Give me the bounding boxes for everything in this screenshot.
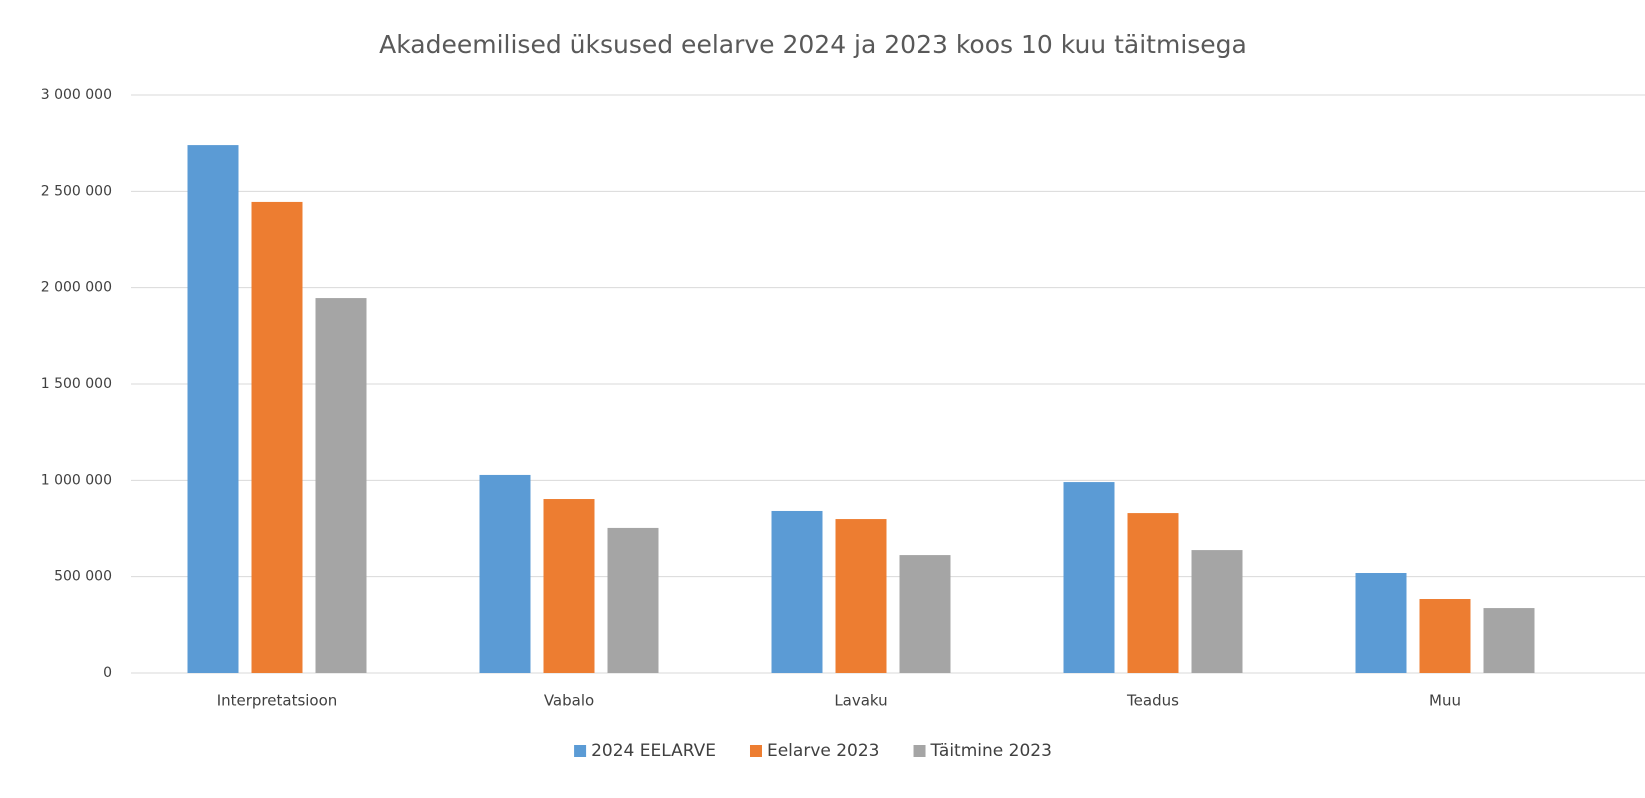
x-tick-label: Interpretatsioon xyxy=(217,692,338,710)
legend-swatch xyxy=(574,745,587,757)
x-tick-label: Teadus xyxy=(1126,692,1179,710)
bar xyxy=(315,298,367,673)
x-tick-label: Vabalo xyxy=(544,692,594,710)
bar xyxy=(187,145,239,674)
bar xyxy=(543,499,595,673)
x-tick-label: Muu xyxy=(1429,692,1461,710)
bar xyxy=(607,527,659,673)
bar xyxy=(1419,599,1471,673)
bar xyxy=(835,519,887,673)
legend-swatch xyxy=(913,745,926,757)
x-tick-label: Lavaku xyxy=(834,692,887,710)
bar xyxy=(771,510,823,673)
bar xyxy=(1355,573,1407,673)
y-tick-label: 0 xyxy=(103,665,112,681)
bar xyxy=(899,555,951,673)
bar xyxy=(1127,513,1179,673)
bar xyxy=(1063,482,1115,673)
y-tick-label: 2 500 000 xyxy=(41,183,112,199)
bar xyxy=(1191,550,1243,673)
y-tick-label: 3 000 000 xyxy=(41,87,112,103)
y-tick-label: 2 000 000 xyxy=(41,280,112,296)
bar xyxy=(479,474,531,673)
legend-label: 2024 EELARVE xyxy=(591,741,716,761)
legend-label: Eelarve 2023 xyxy=(767,741,880,761)
y-tick-label: 1 500 000 xyxy=(41,376,112,392)
legend-label: Täitmine 2023 xyxy=(930,741,1052,761)
chart-title: Akadeemilised üksused eelarve 2024 ja 20… xyxy=(379,30,1247,59)
y-tick-label: 500 000 xyxy=(54,569,112,585)
y-tick-label: 1 000 000 xyxy=(41,472,112,488)
bar xyxy=(251,201,303,673)
bar xyxy=(1483,608,1535,673)
legend-swatch xyxy=(749,745,762,757)
